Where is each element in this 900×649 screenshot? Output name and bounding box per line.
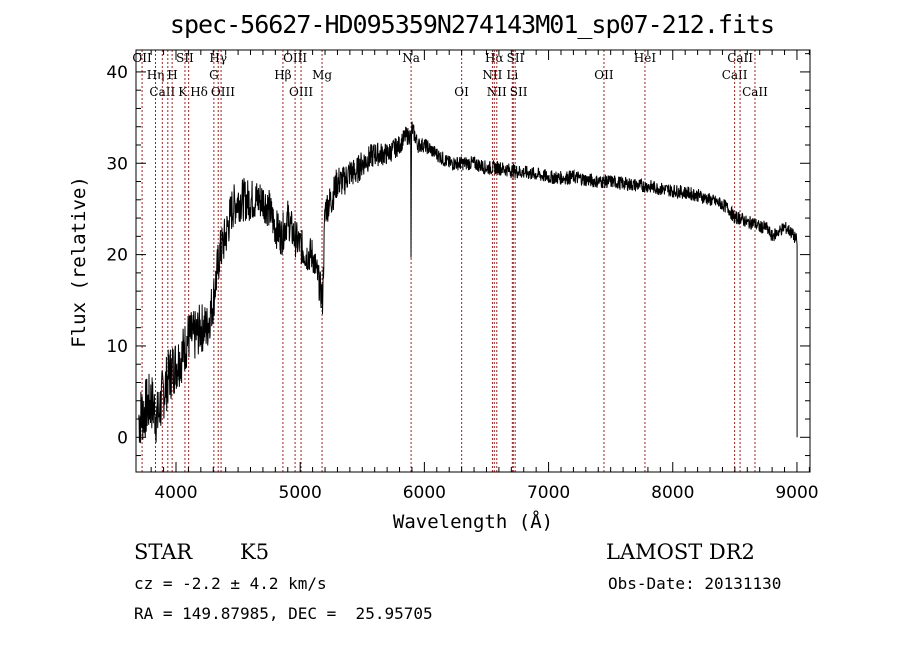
spectral-line-label: Hγ xyxy=(209,51,227,65)
y-tick-label: 40 xyxy=(106,63,128,83)
y-tick-label: 0 xyxy=(117,428,128,448)
spectral-line-label: Hη xyxy=(147,68,165,82)
object-class: STAR xyxy=(134,540,193,564)
obs-date-text: Obs-Date: 20131130 xyxy=(608,574,782,593)
spectral-line-label: NII xyxy=(482,68,502,82)
y-tick-label: 20 xyxy=(106,246,128,266)
radec-text: RA = 149.87985, DEC = 25.95705 xyxy=(134,604,433,623)
object-subclass: K5 xyxy=(240,540,270,564)
spectral-line-label: Hα xyxy=(485,51,504,65)
plot-frame xyxy=(135,49,811,473)
spectral-line-label: OIII xyxy=(211,85,235,99)
x-tick-label: 4000 xyxy=(154,483,197,503)
spectral-line-label: CaII xyxy=(149,85,175,99)
chart-title: spec-56627-HD095359N274143M01_sp07-212.f… xyxy=(169,10,775,39)
spectral-line-label: NII xyxy=(487,85,507,99)
y-tick-label: 30 xyxy=(106,154,128,174)
redshift-text: cz = -2.2 ± 4.2 km/s xyxy=(134,574,327,593)
spectral-line-label: Na xyxy=(402,51,420,65)
spectral-line-label: Hβ xyxy=(274,68,291,82)
spectral-line-label: K xyxy=(178,85,188,99)
y-axis-label: Flux (relative) xyxy=(68,176,90,348)
x-tick-label: 5000 xyxy=(279,483,322,503)
spectral-line-label: OIII xyxy=(283,51,307,65)
spectral-line-label: OII xyxy=(132,51,152,65)
x-tick-label: 8000 xyxy=(651,483,694,503)
x-axis-label: Wavelength (Å) xyxy=(393,510,553,533)
y-tick-label: 10 xyxy=(106,337,128,357)
x-tick-label: 9000 xyxy=(775,483,818,503)
spectral-line-label: HeI xyxy=(634,51,657,65)
spectral-line-label: Hδ xyxy=(190,85,208,99)
spectral-line-label: SII xyxy=(510,85,528,99)
spectral-line-label: CaII xyxy=(742,85,768,99)
spectral-line-label: Li xyxy=(506,68,518,82)
spectral-line-label: OIII xyxy=(289,85,313,99)
x-tick-label: 7000 xyxy=(527,483,570,503)
survey-label: LAMOST DR2 xyxy=(606,540,755,564)
spectral-line-label: SII xyxy=(176,51,194,65)
x-tick-label: 6000 xyxy=(403,483,446,503)
spectral-line-label: OI xyxy=(454,85,469,99)
spectrum-line xyxy=(138,121,798,444)
spectral-line-label: OII xyxy=(594,68,614,82)
spectral-line-label: CaII xyxy=(727,51,753,65)
spectral-line-label: H xyxy=(167,68,177,82)
spectral-line-label: CaII xyxy=(722,68,748,82)
spectral-line-label: G xyxy=(209,68,219,82)
spectral-line-label: Mg xyxy=(312,68,332,82)
